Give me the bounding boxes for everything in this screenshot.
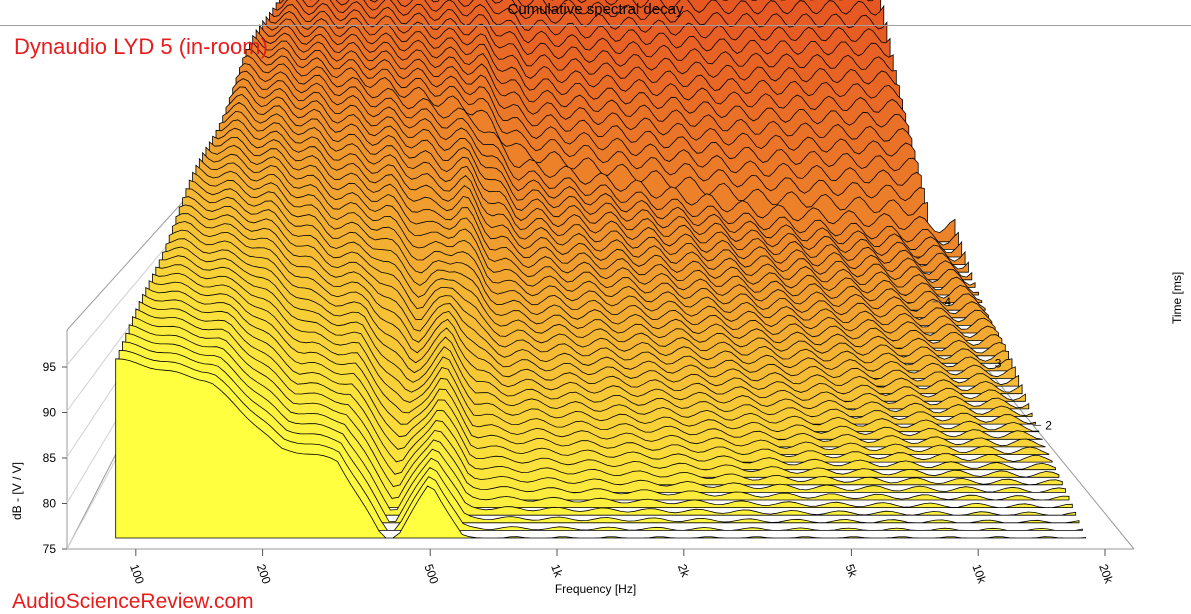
decay-slice xyxy=(128,324,1073,508)
x-axis-label: Frequency [Hz] xyxy=(554,582,637,596)
time-tick-label: 3 xyxy=(995,357,1002,371)
time-axis-label: Time [ms] xyxy=(1170,271,1184,324)
watermark: AudioScienceReview.com xyxy=(12,590,254,613)
chart-subtitle: Dynaudio LYD 5 (in-room) xyxy=(14,34,268,59)
x-tick-label: 100 xyxy=(127,562,147,586)
y-tick-label: 75 xyxy=(43,542,57,556)
decay-slice xyxy=(115,358,1087,539)
x-tick-label: 200 xyxy=(254,562,274,586)
x-tick-label: 20k xyxy=(1096,562,1116,586)
x-tick-label: 5k xyxy=(843,562,861,580)
y-tick-label: 90 xyxy=(43,406,57,420)
x-tick-label: 2k xyxy=(675,562,693,580)
x-tick-label: 1k xyxy=(548,562,566,580)
decay-slice xyxy=(122,341,1080,524)
time-tick-label: 2 xyxy=(1045,418,1052,432)
y-tick-label: 95 xyxy=(43,360,57,374)
y-axis-label: dB - [V / V] xyxy=(10,461,24,520)
title-divider xyxy=(0,25,1191,26)
decay-slice xyxy=(125,332,1077,516)
time-tick-label: 4 xyxy=(944,295,951,309)
chart-title: Cumulative spectral decay xyxy=(507,1,684,18)
axes: 100 200 500 1k 2k 5k 10k 20k 75 80 85 90 95 2 3 4 xyxy=(43,295,1117,586)
y-tick-label: 85 xyxy=(43,451,57,465)
x-tick-label: 500 xyxy=(421,562,441,586)
y-tick-label: 80 xyxy=(43,497,57,511)
decay-slice xyxy=(118,349,1083,531)
decay-curves xyxy=(115,0,1087,539)
x-tick-label: 10k xyxy=(969,562,989,586)
